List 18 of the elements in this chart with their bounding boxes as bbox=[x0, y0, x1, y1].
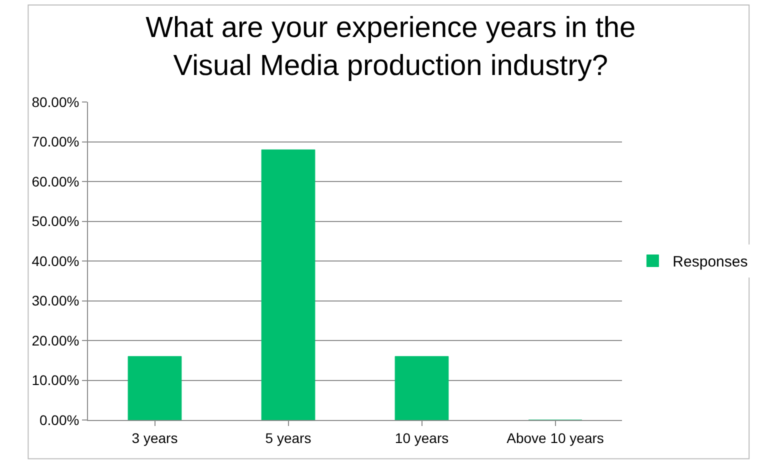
bar bbox=[394, 356, 449, 420]
y-tick-label: 60.00% bbox=[32, 173, 80, 190]
x-tick-label: 3 years bbox=[132, 430, 178, 446]
bar bbox=[128, 356, 182, 420]
y-tick-label: 80.00% bbox=[32, 94, 80, 110]
chart-title: What are your experience years in the Visual Media production industry? bbox=[146, 12, 636, 82]
y-tick-label: 70.00% bbox=[32, 134, 80, 150]
y-tick-label: 50.00% bbox=[32, 213, 80, 230]
y-tick-label: 20.00% bbox=[32, 332, 80, 348]
y-tick-label: 0.00% bbox=[39, 412, 80, 428]
y-tick-label: 10.00% bbox=[32, 372, 80, 388]
x-tick-label: 10 years bbox=[394, 430, 449, 446]
x-tick-label: 5 years bbox=[265, 430, 312, 446]
y-tick-label: 40.00% bbox=[32, 252, 80, 269]
y-tick-label: 30.00% bbox=[32, 292, 80, 309]
x-tick-label: Above 10 years bbox=[506, 430, 604, 446]
bar bbox=[261, 149, 316, 420]
legend-label: Responses bbox=[672, 254, 748, 271]
